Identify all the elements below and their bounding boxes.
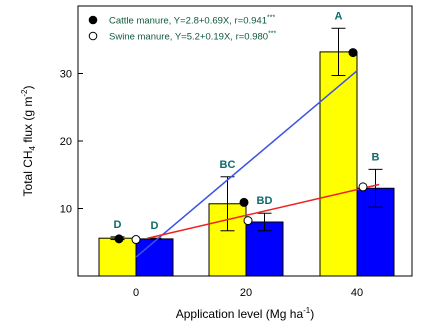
- y-tick-label: 30: [60, 69, 72, 81]
- legend-label-swine: Swine manure, Y=5.2+0.19X, r=0.980***: [109, 31, 277, 43]
- y-axis-title: Total CH4 flux (g m-2): [20, 86, 37, 197]
- significance-letter-swine-40: B: [372, 151, 380, 163]
- data-point-cattle-20: [239, 197, 249, 207]
- y-tick-label: 20: [60, 136, 72, 148]
- y-tick-label: 10: [60, 204, 72, 216]
- legend-label-swine-text: Swine manure, Y=5.2+0.19X, r=0.980: [109, 32, 268, 43]
- legend: Cattle manure, Y=2.8+0.69X, r=0.941*** S…: [88, 15, 277, 43]
- legend-marker-cattle: [88, 15, 98, 25]
- data-point-swine-40: [358, 182, 368, 192]
- significance-letter-swine-20: BD: [257, 195, 273, 207]
- data-point-cattle-0: [114, 234, 124, 244]
- legend-label-cattle-stars: ***: [267, 15, 275, 22]
- significance-letter-cattle-20: BC: [220, 159, 236, 171]
- x-tick-label: 0: [133, 287, 139, 299]
- data-point-swine-20: [243, 216, 253, 226]
- data-point-swine-0: [131, 235, 141, 245]
- legend-label-swine-stars: ***: [268, 31, 276, 38]
- x-axis-title: Application level (Mg ha-1): [176, 306, 315, 321]
- legend-label-cattle-text: Cattle manure, Y=2.8+0.69X, r=0.941: [109, 16, 267, 27]
- legend-label-cattle: Cattle manure, Y=2.8+0.69X, r=0.941***: [109, 15, 275, 27]
- x-tick-label: 20: [240, 287, 252, 299]
- bar-swine-0: [135, 238, 174, 277]
- legend-marker-swine: [88, 31, 98, 41]
- significance-letter-swine-0: D: [151, 220, 159, 232]
- significance-letter-cattle-40: A: [335, 10, 343, 22]
- regression-line-cattle: [135, 70, 358, 258]
- regression-line-swine: [146, 183, 380, 240]
- bar-cattle-0: [98, 237, 137, 277]
- x-tick-label: 40: [351, 287, 363, 299]
- bar-cattle-40: [319, 51, 358, 277]
- significance-letter-cattle-0: D: [114, 219, 122, 231]
- data-point-cattle-40: [348, 48, 358, 58]
